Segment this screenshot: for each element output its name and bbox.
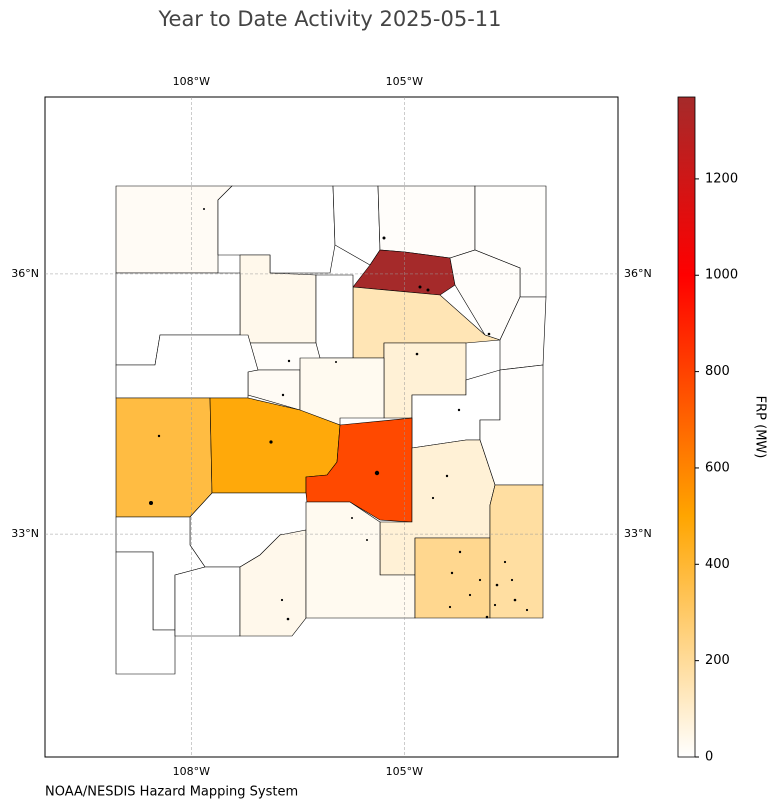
colorbar-tick-label: 800: [705, 364, 730, 379]
county: [305, 501, 416, 619]
colorbar-tick-label: 0: [705, 750, 713, 765]
lat-tick-label: 36°N: [11, 267, 39, 280]
county: [315, 274, 354, 359]
fire-detections: [149, 208, 529, 621]
county: [174, 566, 241, 637]
colorbar-tick-label: 600: [705, 460, 730, 475]
county: [377, 185, 476, 259]
lat-tick-label: 33°N: [11, 527, 39, 540]
lon-tick-label: 108°W: [173, 75, 210, 88]
county: [489, 484, 544, 619]
lon-tick-label: 108°W: [173, 765, 210, 778]
counties: [115, 185, 547, 675]
colorbar: [677, 96, 696, 758]
county: [414, 537, 491, 619]
map-title: Year to Date Activity 2025-05-11: [157, 7, 501, 31]
county: [115, 397, 213, 518]
colorbar-tick-label: 400: [705, 557, 730, 572]
colorbar-tick-label: 200: [705, 653, 730, 668]
lon-tick-label: 105°W: [386, 75, 423, 88]
lat-tick-label: 36°N: [624, 267, 652, 280]
county: [115, 185, 233, 274]
lat-tick-label: 33°N: [624, 527, 652, 540]
colorbar-tick-label: 1000: [705, 268, 738, 283]
lon-tick-label: 105°W: [386, 765, 423, 778]
source-credit: NOAA/NESDIS Hazard Mapping System: [45, 785, 298, 800]
colorbar-label: FRP (MW): [753, 396, 768, 459]
county: [352, 249, 456, 296]
colorbar-tick-label: 1200: [705, 171, 738, 186]
